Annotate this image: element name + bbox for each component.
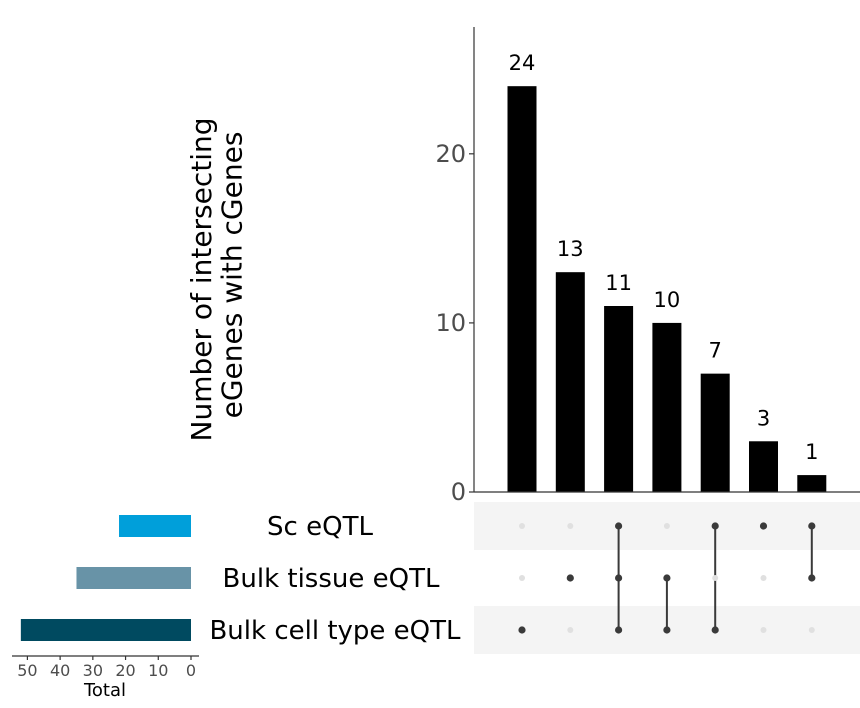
set-size-bar bbox=[76, 567, 191, 589]
matrix-dot-active bbox=[808, 574, 816, 582]
matrix-dot-inactive bbox=[760, 575, 767, 581]
total-tick-label: 50 bbox=[17, 661, 37, 680]
intersection-bar bbox=[604, 306, 634, 492]
matrix-dot-active bbox=[615, 626, 623, 634]
total-tick-label: 40 bbox=[50, 661, 70, 680]
bar-value-label: 3 bbox=[757, 406, 770, 430]
matrix-dot-inactive bbox=[567, 627, 574, 633]
matrix-dot-inactive bbox=[567, 523, 574, 529]
total-tick-label: 0 bbox=[186, 661, 196, 680]
bar-value-label: 10 bbox=[654, 288, 681, 312]
matrix-dot-inactive bbox=[712, 575, 719, 581]
total-tick-label: 20 bbox=[115, 661, 135, 680]
y-tick-label: 10 bbox=[435, 309, 466, 337]
matrix-dot-inactive bbox=[808, 627, 815, 633]
y-tick-labels: 0 10 20 bbox=[435, 140, 474, 506]
matrix-dot-active bbox=[711, 522, 719, 530]
matrix-dot-inactive bbox=[519, 523, 525, 529]
set-size-bar bbox=[20, 619, 191, 641]
matrix-dot-active bbox=[808, 522, 816, 530]
bar-value-label: 11 bbox=[605, 271, 632, 295]
bar-value-label: 7 bbox=[709, 339, 722, 363]
set-name-labels: Sc eQTL Bulk tissue eQTL Bulk cell type eQ… bbox=[209, 512, 461, 646]
total-tick-label: 30 bbox=[83, 661, 103, 680]
matrix-dot-inactive bbox=[663, 523, 670, 529]
bar-value-label: 1 bbox=[805, 440, 818, 464]
intersection-matrix bbox=[518, 522, 816, 634]
total-axis-label: Total bbox=[83, 680, 126, 701]
y-axis bbox=[473, 27, 860, 493]
set-size-bar bbox=[119, 515, 191, 537]
matrix-dot-active bbox=[615, 574, 623, 582]
set-name-label: Bulk cell type eQTL bbox=[209, 616, 461, 646]
matrix-dot-active bbox=[566, 574, 574, 582]
intersection-bars bbox=[507, 86, 827, 492]
y-axis-label-line-1: Number of intersecting bbox=[185, 117, 218, 441]
intersection-bar bbox=[749, 441, 778, 492]
matrix-dot-active bbox=[663, 574, 671, 582]
matrix-dot-inactive bbox=[760, 627, 767, 633]
bar-value-label: 13 bbox=[557, 237, 584, 261]
intersection-bar bbox=[700, 373, 730, 492]
intersection-bar bbox=[652, 322, 682, 492]
matrix-dot-active bbox=[518, 626, 526, 634]
total-axis: 50 40 30 20 10 0 bbox=[12, 655, 199, 680]
intersection-bar bbox=[507, 86, 537, 492]
matrix-dot-inactive bbox=[519, 575, 525, 581]
matrix-dot-active bbox=[615, 522, 623, 530]
matrix-dot-active bbox=[759, 522, 768, 530]
set-size-bars bbox=[20, 515, 191, 641]
matrix-dot-active bbox=[711, 626, 719, 634]
bar-value-label: 24 bbox=[509, 51, 536, 75]
y-axis-label: Number of intersecting eGenes with cGene… bbox=[185, 109, 249, 442]
total-tick-label: 10 bbox=[148, 661, 168, 680]
intersection-bar bbox=[797, 475, 827, 492]
matrix-dot-active bbox=[663, 626, 671, 634]
y-axis-label-line-2: eGenes with cGenes bbox=[216, 132, 249, 419]
intersection-bar bbox=[555, 272, 585, 492]
set-name-label: Sc eQTL bbox=[267, 512, 373, 542]
y-tick-label: 0 bbox=[451, 478, 466, 506]
y-tick-label: 20 bbox=[435, 140, 466, 168]
set-name-label: Bulk tissue eQTL bbox=[223, 564, 440, 594]
bar-value-labels: 24 13 11 10 7 3 1 bbox=[509, 51, 819, 464]
